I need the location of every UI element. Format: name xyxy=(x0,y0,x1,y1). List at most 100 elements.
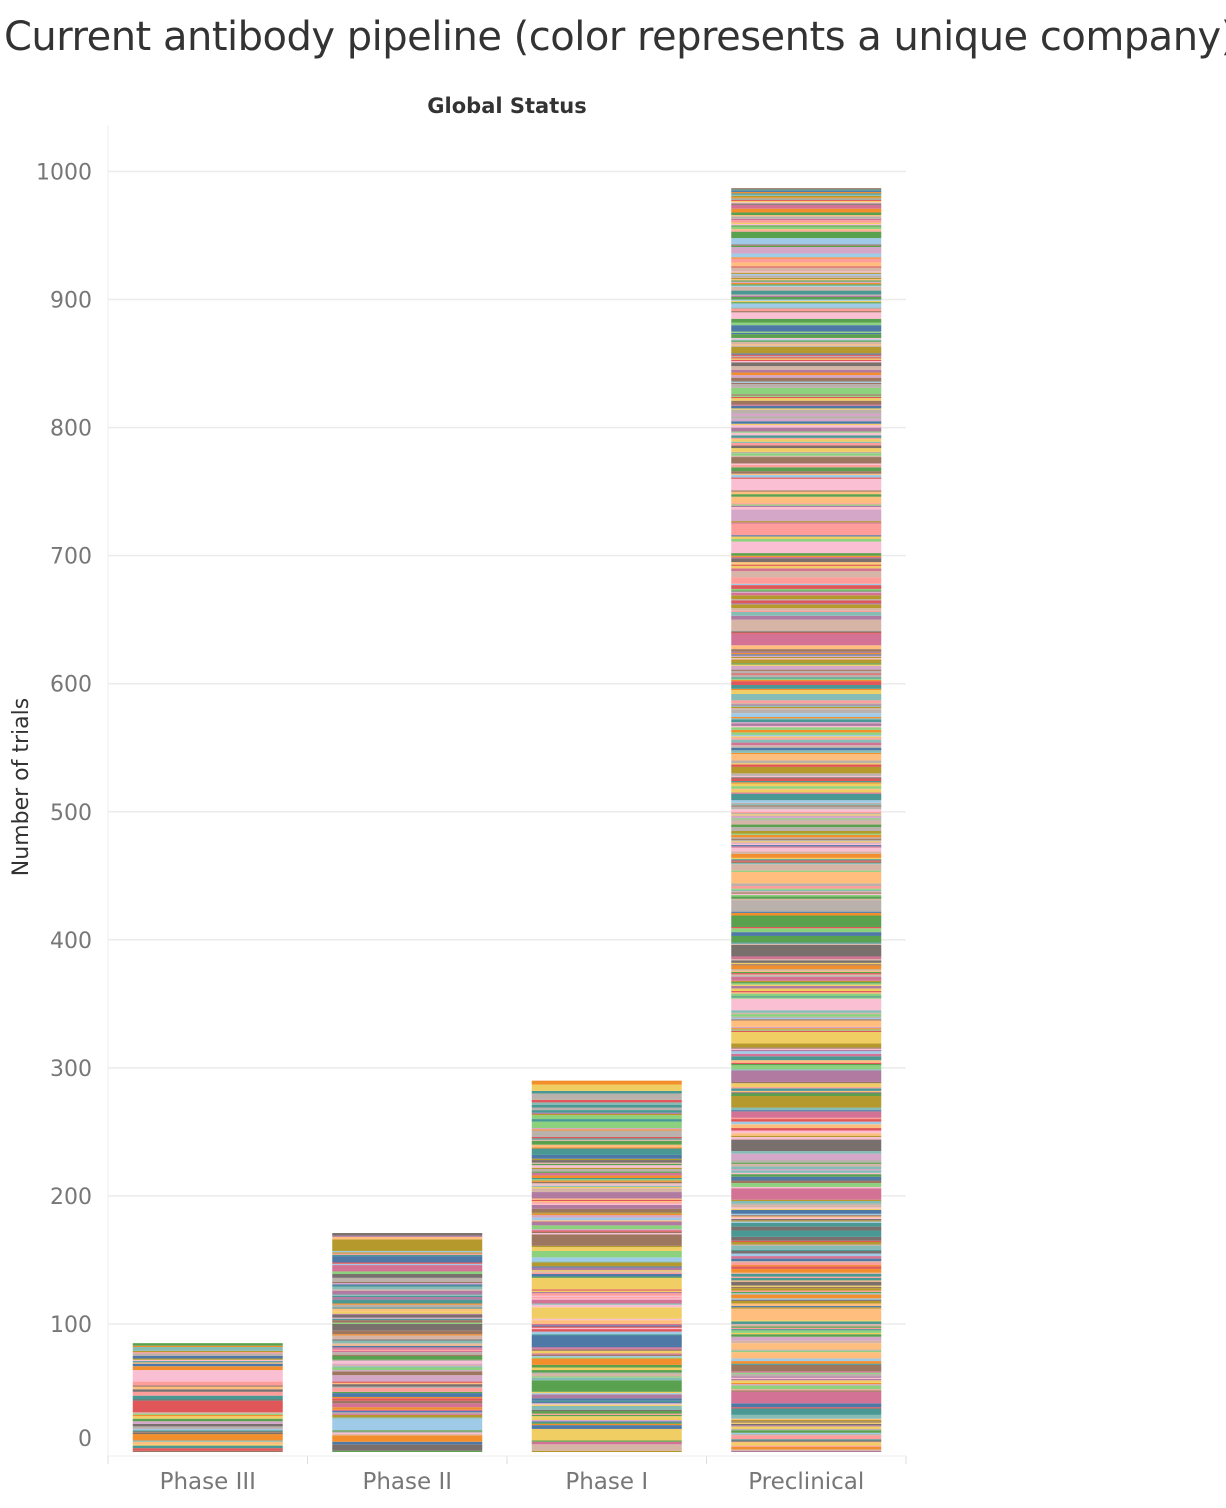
bar-segment xyxy=(731,1343,882,1350)
bar-segment xyxy=(731,1285,882,1287)
bar-segment xyxy=(731,1031,882,1044)
bar-segment xyxy=(731,535,882,537)
bar-segment xyxy=(731,1281,882,1286)
bar-segment xyxy=(531,1376,682,1378)
bar-segment xyxy=(731,1199,882,1202)
bar-segment xyxy=(332,1323,483,1331)
bar-segment xyxy=(731,700,882,703)
bar-segment xyxy=(332,1367,483,1371)
bar-segment xyxy=(531,1440,682,1442)
bar-segment xyxy=(731,659,882,664)
bar-segment xyxy=(731,1350,882,1353)
bar-segment xyxy=(731,669,882,671)
bar-segment xyxy=(731,553,882,556)
bar-segment xyxy=(731,296,882,300)
bar-segment xyxy=(731,734,882,737)
bar-segment xyxy=(731,1336,882,1341)
x-tick-label: Phase II xyxy=(362,1469,452,1495)
bar-segment xyxy=(731,742,882,746)
bar-segment xyxy=(731,354,882,356)
bar-segment xyxy=(731,663,882,665)
bar-segment xyxy=(731,226,882,230)
bar-segment xyxy=(531,1171,682,1173)
bar-segment xyxy=(531,1213,682,1216)
bar-segment xyxy=(531,1221,682,1226)
bar-segment xyxy=(332,1295,483,1298)
bar-segment xyxy=(731,208,882,213)
bar-segment xyxy=(731,982,882,984)
bar-segment xyxy=(531,1373,682,1377)
bar-segment xyxy=(731,521,882,523)
bar-segment xyxy=(731,737,882,739)
bar-segment xyxy=(731,1298,882,1300)
bar-segment xyxy=(531,1093,682,1100)
bar-segment xyxy=(332,1359,483,1362)
bar-segment xyxy=(132,1352,283,1354)
bar-segment xyxy=(731,340,882,342)
bar-segment xyxy=(731,199,882,201)
bar-segment xyxy=(531,1204,682,1209)
bar-segment xyxy=(731,870,882,872)
bar-segment xyxy=(731,656,882,659)
bar-segment xyxy=(731,1303,882,1307)
bar-segment xyxy=(731,935,882,943)
bar-segment xyxy=(731,806,882,810)
bar-segment xyxy=(731,860,882,862)
bar-segment xyxy=(731,1376,882,1378)
bar-segment xyxy=(531,1450,682,1452)
bar-segment xyxy=(731,355,882,358)
bar-segment xyxy=(731,652,882,655)
bar-segment xyxy=(731,404,882,406)
bar-segment xyxy=(731,750,882,753)
bar-segment xyxy=(531,1416,682,1420)
bar-segment xyxy=(731,318,882,323)
bar-segment xyxy=(731,619,882,632)
bar-segment xyxy=(332,1265,483,1272)
bar-segment xyxy=(531,1271,682,1273)
bar-segment xyxy=(531,1297,682,1299)
bar-segment xyxy=(731,1371,882,1373)
bar-segment xyxy=(731,1220,882,1222)
bar-segment xyxy=(731,996,882,998)
bar-segment xyxy=(332,1304,483,1308)
bar-segment xyxy=(731,273,882,276)
bar-segment xyxy=(132,1430,283,1432)
bar-segment xyxy=(531,1353,682,1355)
bar-segment xyxy=(531,1139,682,1141)
bar-segment xyxy=(731,864,882,871)
bar-segment xyxy=(731,1434,882,1436)
bar-segment xyxy=(731,212,882,216)
bar-segment xyxy=(731,965,882,970)
bar-segment xyxy=(531,1325,682,1327)
bar-segment xyxy=(731,308,882,312)
bar-segment xyxy=(731,1385,882,1390)
bar-segment xyxy=(731,792,882,794)
bar-segment xyxy=(332,1297,483,1300)
bar-segment xyxy=(731,809,882,812)
bar-segment xyxy=(531,1250,682,1258)
bar-segment xyxy=(731,282,882,285)
bar-segment xyxy=(531,1350,682,1354)
bar-segment xyxy=(531,1270,682,1272)
bar-segment xyxy=(731,782,882,784)
bar-segment xyxy=(332,1435,483,1442)
bar-segment xyxy=(531,1400,682,1403)
bar-segment xyxy=(531,1247,682,1251)
bar-segment xyxy=(731,1121,882,1125)
bar-segment xyxy=(332,1414,483,1418)
bar-segment xyxy=(731,522,882,524)
bar-segment xyxy=(731,745,882,747)
bar-segment xyxy=(531,1411,682,1414)
bar-segment xyxy=(731,325,882,332)
y-tick-label: 100 xyxy=(50,1313,92,1338)
bar-segment xyxy=(731,969,882,971)
bar-segment xyxy=(531,1220,682,1222)
bar-segment xyxy=(731,702,882,705)
bar-segment xyxy=(531,1115,682,1120)
bar-segment xyxy=(731,843,882,846)
bar-segment xyxy=(731,993,882,997)
bar-segment xyxy=(731,1358,882,1362)
bar-segment xyxy=(731,1169,882,1171)
bar-segment xyxy=(731,980,882,983)
bar-segment xyxy=(731,258,882,263)
